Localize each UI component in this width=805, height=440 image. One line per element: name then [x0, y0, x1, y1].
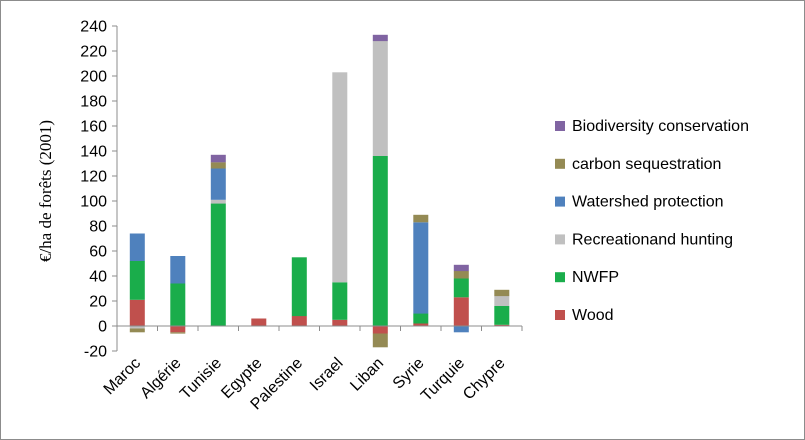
bar-algerie-wood [170, 326, 186, 333]
bar-turquie-wood [453, 297, 469, 327]
bar-tunisie-nwfp [210, 203, 226, 326]
bar-syrie-carbon-sequestration [413, 214, 429, 223]
y-tick-label: -20 [84, 344, 107, 361]
y-tick-label: 220 [80, 44, 107, 61]
bar-liban-wood [372, 326, 388, 334]
bar-maroc-recreationand-hunting [129, 326, 145, 329]
bar-palestine-wood [291, 316, 307, 326]
bar-syrie-watershed-protection [413, 222, 429, 314]
legend-swatch-recreationand-hunting [555, 234, 565, 245]
bar-chypre-recreationand-hunting [494, 296, 510, 306]
y-tick-label: 80 [89, 219, 107, 236]
bar-maroc-watershed-protection [129, 233, 145, 261]
legend-swatch-watershed-protection [555, 196, 565, 207]
y-axis-label: €/ha de forêts (2001) [36, 120, 55, 262]
bar-liban-biodiversity-conservation [372, 34, 388, 42]
bar-turquie-watershed-protection [453, 326, 469, 333]
bar-tunisie-biodiversity-conservation [210, 154, 226, 163]
bars-layer [129, 34, 510, 348]
bar-chypre-carbon-sequestration [494, 289, 510, 297]
y-tick-label: 160 [80, 119, 107, 136]
y-tick-label: 20 [89, 294, 107, 311]
legend-swatch-wood [555, 310, 565, 320]
y-tick-label: 100 [80, 194, 107, 211]
y-tick-label: 0 [98, 319, 107, 336]
bar-algerie-watershed-protection [170, 256, 186, 284]
bar-turquie-biodiversity-conservation [453, 264, 469, 272]
y-tick-label: 240 [80, 19, 107, 36]
x-tick-label-israel: Israel [307, 355, 347, 395]
legend-swatch-biodiversity-conservation [555, 121, 565, 131]
bar-syrie-nwfp [413, 313, 429, 324]
legend-swatch-carbon-sequestration [555, 158, 565, 169]
bar-tunisie-recreationand-hunting [210, 199, 226, 204]
bar-tunisie-carbon-sequestration [210, 162, 226, 169]
bar-israel-wood [332, 319, 348, 327]
x-tick-label-maroc: Maroc [101, 355, 144, 398]
bar-algerie-carbon-sequestration [170, 332, 186, 334]
y-tick-label: 180 [80, 94, 107, 111]
bar-algerie-nwfp [170, 283, 186, 326]
bar-israel-nwfp [332, 282, 348, 320]
x-tick-label-turquie: Turquie [418, 355, 468, 405]
bar-liban-nwfp [372, 156, 388, 326]
bar-chypre-nwfp [494, 306, 510, 325]
bar-maroc-nwfp [129, 261, 145, 300]
x-tick-label-syrie: Syrie [390, 355, 428, 393]
bar-maroc-carbon-sequestration [129, 328, 145, 333]
y-tick-label: 200 [80, 69, 107, 86]
legend-label-nwfp: NWFP [572, 269, 619, 286]
y-tick-labels: -20 0 20 40 60 80 100 120 140 160 180 200 220 240 [80, 19, 107, 361]
legend-label-wood: Wood [572, 307, 614, 324]
bar-egypte-wood [251, 318, 267, 326]
legend: Biodiversity conservation carbon sequestr… [555, 118, 749, 324]
legend-label-biodiversity-conservation: Biodiversity conservation [572, 118, 749, 135]
bar-israel-recreationand-hunting [332, 72, 348, 283]
x-tick-label-liban: Liban [347, 355, 387, 395]
legend-label-watershed-protection: Watershed protection [572, 194, 723, 211]
bar-maroc-wood [129, 299, 145, 327]
bar-chypre-wood [494, 324, 510, 327]
legend-label-carbon-sequestration: carbon sequestration [572, 156, 721, 173]
bar-turquie-nwfp [453, 278, 469, 298]
legend-label-recreationand-hunting: Recreationand hunting [572, 231, 733, 248]
y-tick-label: 40 [89, 269, 107, 286]
bar-tunisie-watershed-protection [210, 168, 226, 200]
bar-syrie-wood [413, 323, 429, 326]
bar-turquie-carbon-sequestration [453, 271, 469, 279]
x-tick-label-algerie: Algérie [137, 355, 184, 402]
y-tick-label: 120 [80, 169, 107, 186]
legend-swatch-nwfp [555, 272, 565, 283]
x-tick-label-tunisie: Tunisie [177, 355, 225, 403]
bar-palestine-nwfp [291, 257, 307, 317]
y-tick-label: 140 [80, 144, 107, 161]
axes-layer [112, 25, 523, 352]
y-tick-label: 60 [89, 244, 107, 261]
bar-liban-carbon-sequestration [372, 333, 388, 348]
bar-liban-recreationand-hunting [372, 41, 388, 156]
x-tick-label-chypre: Chypre [460, 355, 509, 404]
